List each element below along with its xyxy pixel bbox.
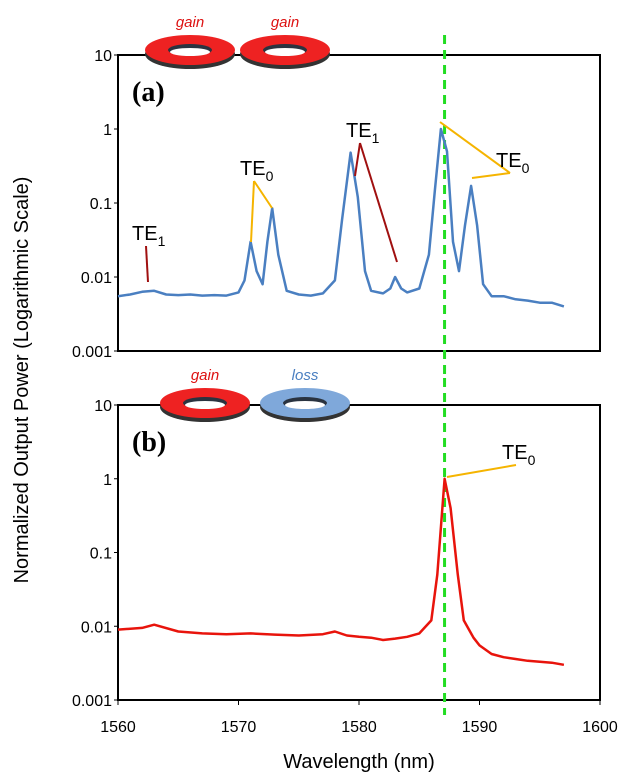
annotation-text: TE [240, 158, 266, 180]
ring-icon [260, 388, 350, 422]
ring-hole-light [185, 401, 225, 409]
data-line [117, 477, 565, 667]
ring-hole-light [170, 48, 210, 56]
y-tick-label: 0.01 [81, 619, 112, 636]
y-tick-label: 0.1 [90, 196, 112, 213]
annotation-text: TE [132, 223, 158, 245]
annotation-subscript: 1 [372, 130, 380, 146]
annotation-text: TE [346, 120, 372, 142]
y-tick-label: 1 [103, 122, 112, 139]
ring-label: loss [292, 367, 319, 384]
annotation-leader [471, 172, 511, 179]
plot-frame [117, 404, 601, 701]
annotation-leader [250, 180, 255, 243]
annotation-leader [359, 142, 398, 263]
ring-label: gain [271, 14, 299, 31]
annotation-leader [145, 245, 149, 283]
x-tick-label: 1590 [462, 719, 498, 736]
ring-icon [160, 388, 250, 422]
ring-hole-light [265, 48, 305, 56]
ring-icon [240, 35, 330, 69]
annotation-subscript: 1 [158, 233, 166, 249]
ring-label: gain [176, 14, 204, 31]
y-tick-label: 0.1 [90, 546, 112, 563]
plot-frame [117, 54, 601, 352]
annotation-leader [446, 464, 517, 478]
y-tick-label: 10 [94, 398, 112, 415]
y-tick-label: 0.001 [72, 344, 112, 361]
x-tick-label: 1570 [221, 719, 257, 736]
x-axis-label: Wavelength (nm) [283, 751, 435, 773]
y-axis-label: Normalized Output Power (Logarithmic Sca… [11, 177, 33, 584]
x-tick-label: 1560 [100, 719, 136, 736]
y-tick-label: 0.001 [72, 693, 112, 710]
annotation: TE1 [346, 120, 380, 146]
panel-label: (a) [132, 77, 165, 108]
data-line [117, 127, 565, 308]
annotation-leader [439, 121, 511, 174]
y-tick-label: 0.01 [81, 270, 112, 287]
y-tick-label: 10 [94, 48, 112, 65]
annotation: TE0 [502, 442, 536, 468]
annotation-subscript: 0 [266, 168, 274, 184]
y-tick-label: 1 [103, 472, 112, 489]
annotation-subscript: 0 [522, 160, 530, 176]
annotation: TE0 [240, 158, 274, 184]
annotation-text: TE [502, 442, 528, 464]
annotation-leader [253, 180, 273, 209]
x-tick-label: 1600 [582, 719, 618, 736]
x-tick-label: 1580 [341, 719, 377, 736]
annotation-leader [354, 142, 361, 177]
annotation-subscript: 0 [528, 452, 536, 468]
annotation: TE1 [132, 223, 166, 249]
ring-label: gain [191, 367, 219, 384]
panel-label: (b) [132, 427, 166, 458]
ring-icon [145, 35, 235, 69]
ring-hole-light [285, 401, 325, 409]
annotation-text: TE [496, 150, 522, 172]
annotation: TE0 [496, 150, 530, 176]
